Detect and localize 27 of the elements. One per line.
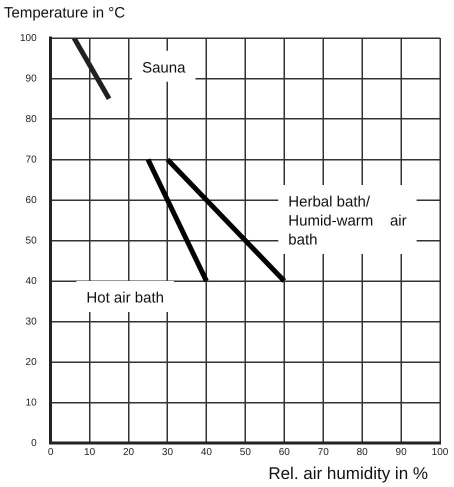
y-tick-label: 90 [26, 73, 38, 84]
x-tick-label: 80 [356, 446, 368, 458]
x-tick-label: 90 [396, 446, 408, 458]
x-tick-label: 20 [122, 446, 135, 458]
x-tick-label: 100 [432, 446, 449, 458]
y-tick-label: 80 [26, 114, 38, 125]
x-axis-title: Rel. air humidity in % [268, 464, 428, 484]
y-axis-title: Temperature in °C [4, 4, 126, 22]
text: Sauna [142, 59, 186, 76]
y-tick-label: 60 [26, 194, 38, 206]
y-tick-label: 10 [26, 397, 38, 408]
x-tick-label: 40 [200, 446, 212, 458]
x-tick-label: 60 [278, 446, 290, 458]
series-label: Herbal bath/ Humid-warm air bath [288, 194, 407, 249]
x-tick-label: 50 [240, 446, 252, 458]
y-tick-label: 100 [20, 32, 38, 44]
x-tick-label: 30 [162, 446, 174, 458]
y-tick-label: 0 [31, 438, 38, 449]
x-tick-label: 10 [84, 446, 96, 458]
text: Hot air bath [86, 290, 164, 307]
x-tick-label: 0 [48, 446, 54, 458]
y-tick-label: 40 [26, 276, 38, 287]
y-tick-label: 20 [26, 356, 38, 368]
x-tick-label: 70 [318, 446, 330, 458]
y-tick-label: 70 [26, 154, 38, 166]
y-tick-label: 30 [26, 316, 38, 328]
y-tick-label: 50 [26, 235, 38, 246]
